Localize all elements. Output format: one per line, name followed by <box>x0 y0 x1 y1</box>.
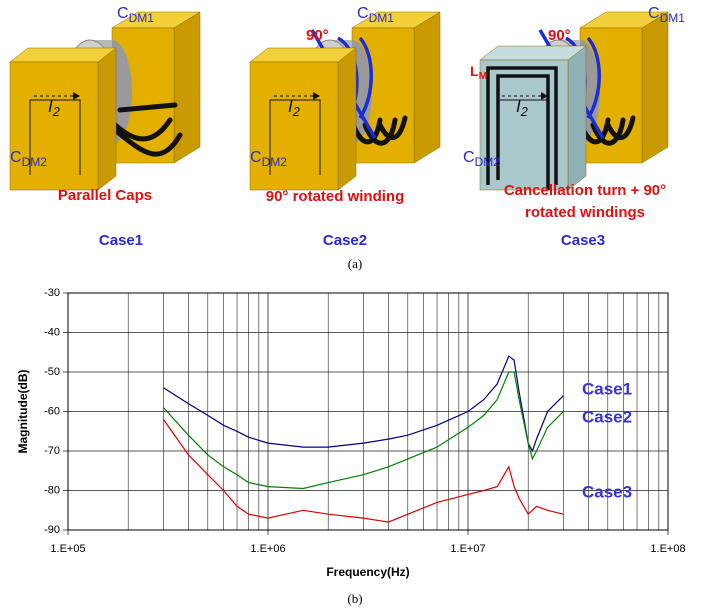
box-top <box>250 48 356 62</box>
panel-label: (a) <box>348 256 362 271</box>
cap1-label: CDM1 <box>357 5 394 25</box>
box-front <box>250 62 338 190</box>
figure: CDM1CDM2I2Parallel CapsCase1CDM1CDM2I290… <box>0 0 710 613</box>
y-tick-label: -40 <box>44 326 60 338</box>
cap2-label-sub: DM2 <box>22 155 48 169</box>
series-label: Case3 <box>582 482 632 501</box>
inductance-label-sub: M <box>479 70 488 82</box>
cap2-label-sub: DM2 <box>262 155 288 169</box>
y-tick-label: -30 <box>44 287 60 299</box>
series-label: Case1 <box>582 379 632 398</box>
current-label-sub: 2 <box>520 104 528 119</box>
current-label-sub: 2 <box>292 104 300 119</box>
y-tick-label: -90 <box>44 524 60 536</box>
angle-label: 90° <box>306 27 329 44</box>
cap1-label-sub: DM1 <box>660 11 686 25</box>
y-tick-label: -60 <box>44 405 60 417</box>
x-tick-label: 1.E+05 <box>50 543 85 555</box>
cap1-label-base: C <box>648 5 660 22</box>
case-caption: rotated windings <box>525 204 645 221</box>
y-tick-label: -70 <box>44 445 60 457</box>
case-caption: Cancellation turn + 90° <box>504 182 666 199</box>
cap1-label-sub: DM1 <box>369 11 395 25</box>
y-tick-label: -80 <box>44 484 60 496</box>
case-name: Case1 <box>99 232 143 249</box>
case-name: Case3 <box>561 232 605 249</box>
case-caption: 90° rotated winding <box>266 188 405 205</box>
angle-label: 90° <box>548 27 571 44</box>
box-top <box>10 48 116 62</box>
case-name: Case2 <box>323 232 367 249</box>
box-side <box>338 48 356 190</box>
cap2-label-sub: DM2 <box>475 155 501 169</box>
cap1-label: CDM1 <box>648 5 685 25</box>
case-caption: Parallel Caps <box>58 187 152 204</box>
x-tick-label: 1.E+06 <box>250 543 285 555</box>
box-side <box>642 12 668 163</box>
cap1-label-base: C <box>117 5 129 22</box>
x-axis-label: Frequency(Hz) <box>326 565 409 579</box>
panel-label: (b) <box>347 591 362 606</box>
box-side <box>568 46 586 190</box>
cap2-label-base: C <box>250 149 262 166</box>
cap2-label-base: C <box>10 149 22 166</box>
cap2-label-base: C <box>463 149 475 166</box>
current-label-sub: 2 <box>52 104 60 119</box>
cap1-label: CDM1 <box>117 5 154 25</box>
cap1-label-sub: DM1 <box>129 11 155 25</box>
y-tick-label: -50 <box>44 366 60 378</box>
cap1-label-base: C <box>357 5 369 22</box>
box-side <box>414 12 440 163</box>
series-label: Case2 <box>582 407 632 426</box>
box-side <box>98 48 116 190</box>
y-axis-label: Magnitude(dB) <box>16 370 30 454</box>
box-top <box>480 46 586 60</box>
box-front <box>10 62 98 190</box>
x-tick-label: 1.E+07 <box>450 543 485 555</box>
x-tick-label: 1.E+08 <box>650 543 685 555</box>
